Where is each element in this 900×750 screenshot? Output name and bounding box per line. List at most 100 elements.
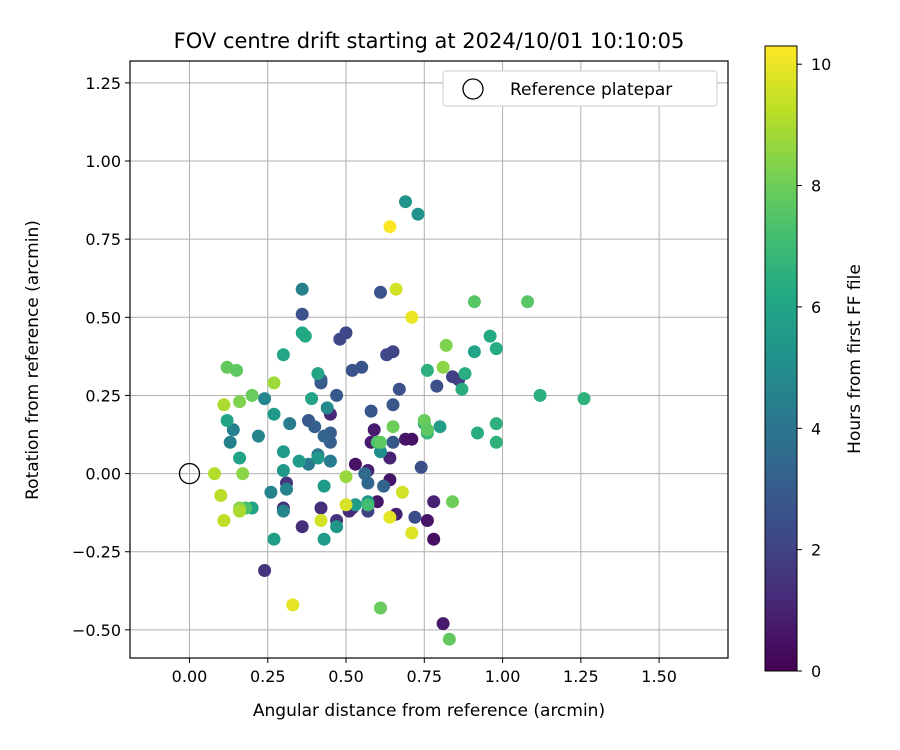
scatter-point [427,495,441,509]
scatter-point [446,495,459,509]
scatter-point [427,532,441,546]
scatter-point [339,498,353,512]
scatter-point [314,514,328,527]
reference-marker [178,462,201,485]
scatter-point [314,501,328,515]
scatter-point [392,382,406,396]
scatter-point [383,451,397,465]
scatter-point [489,342,503,356]
scatter-point [220,360,234,374]
scatter-point [330,520,344,534]
scatter-point [436,360,450,374]
y-tick-label: 0.00 [85,465,121,484]
scatter-point [361,498,375,512]
scatter-point [223,435,237,449]
scatter-point [348,457,362,471]
y-tick-label: −0.50 [72,621,121,640]
legend-box [442,70,718,107]
scatter-point [276,348,290,362]
scatter-point [467,295,481,309]
scatter-point [295,520,309,534]
x-tick-label: 1.25 [563,667,599,686]
scatter-point [295,307,309,321]
chart-title: FOV centre drift starting at 2024/10/01 … [174,29,685,53]
y-tick-label: 0.50 [85,308,121,327]
colorbar: 0 2 4 6 8 10 Hours from first FF file [764,45,865,681]
scatter-point [374,435,387,449]
scatter-point [420,514,434,527]
x-tick-label: 0.25 [250,667,286,686]
scatter-point [286,598,300,612]
x-axis-label: Angular distance from reference (arcmin) [253,701,605,721]
scatter-point [208,467,221,481]
scatter-point [320,401,334,415]
scatter-point [217,514,231,527]
scatter-point [311,367,325,381]
scatter-point [236,467,250,481]
x-tick-label: 1.00 [485,667,521,686]
scatter-point [577,392,591,406]
colorbar-tick-label: 4 [811,419,821,438]
scatter-point [339,326,353,340]
scatter-point [361,476,375,490]
x-tick-label: 1.50 [641,667,677,686]
scatter-point [276,504,290,518]
colorbar-tick-label: 6 [811,298,821,317]
scatter-point [214,489,228,502]
scatter-point [420,423,434,437]
y-tick-label: 0.25 [85,386,121,405]
scatter-point [258,564,272,577]
scatter-point [323,454,337,468]
scatter-point [245,388,259,402]
scatter-point [374,285,387,299]
y-axis-ticks: −0.50 −0.25 0.00 0.25 0.50 0.75 1.00 1.25 [72,74,130,640]
scatter-point [420,363,434,377]
x-axis-ticks: 0.00 0.25 0.50 0.75 1.00 1.25 1.50 [172,658,677,686]
scatter-point [298,329,312,343]
scatter-point [405,310,419,324]
scatter-point [233,451,247,465]
y-axis-label: Rotation from reference (arcmin) [23,220,43,500]
scatter-point [408,510,422,524]
scatter-point [386,435,400,449]
scatter-point [471,426,484,440]
colorbar-gradient [764,45,798,672]
scatter-point [355,360,369,374]
colorbar-tick-label: 8 [811,177,821,196]
scatter-point [233,504,247,518]
scatter-point [330,388,344,402]
scatter-point [383,510,397,524]
scatter-point [374,601,387,615]
scatter-points [208,195,591,646]
scatter-point [317,479,331,493]
scatter-point [377,479,391,493]
y-tick-label: 1.00 [85,152,121,171]
scatter-point [458,367,472,381]
legend-label: Reference platepar [510,80,672,100]
scatter-point [233,395,247,409]
y-tick-label: 0.75 [85,230,121,249]
scatter-point [489,417,503,431]
scatter-point [439,338,453,352]
scatter-point [258,392,272,406]
scatter-point [455,382,469,396]
scatter-point [220,414,234,427]
scatter-point [386,398,400,412]
scatter-point [436,617,450,631]
scatter-point [317,532,331,546]
scatter-point [264,485,278,499]
scatter-point [383,220,397,234]
scatter-point [267,376,281,390]
scatter-point [311,451,325,465]
scatter-point [467,345,481,359]
x-tick-label: 0.00 [172,667,208,686]
scatter-point [367,423,381,437]
scatter-point [405,526,419,540]
scatter-point [399,195,412,209]
plot-frame [129,60,729,659]
scatter-point [339,470,353,484]
scatter-point [295,282,309,296]
scatter-point [414,460,428,474]
scatter-point [292,454,306,468]
